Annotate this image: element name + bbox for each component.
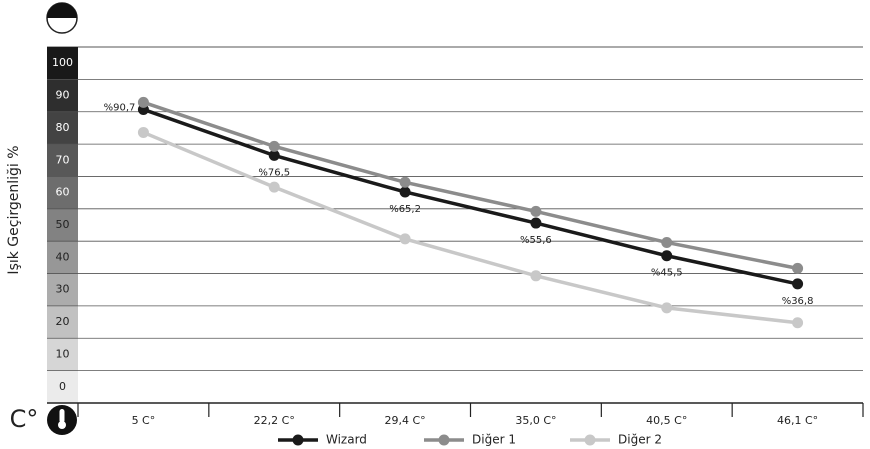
data-point	[268, 149, 280, 161]
y-tick-label: 80	[56, 121, 70, 134]
y-tick-label: 60	[56, 186, 70, 199]
band-cell	[47, 144, 78, 177]
band-cell	[47, 47, 78, 80]
data-label: %76,5	[258, 167, 290, 178]
legend-label: Diğer 2	[618, 433, 662, 447]
series-line	[142, 130, 798, 325]
x-tick-label: 5 C°	[132, 414, 156, 427]
y-tick-label: 0	[59, 380, 66, 393]
x-unit-label: C°	[10, 405, 39, 433]
band-cell	[47, 305, 78, 339]
x-tick-label: 35,0 C°	[515, 414, 556, 427]
y-tick-label: 70	[56, 153, 70, 166]
data-point	[530, 205, 542, 217]
data-point	[792, 262, 804, 274]
band-cell	[47, 273, 78, 306]
data-point	[661, 250, 673, 262]
data-point	[268, 181, 280, 193]
series-line	[142, 107, 798, 286]
data-point	[137, 126, 149, 138]
data-point	[399, 176, 411, 188]
y-tick-label: 30	[56, 283, 70, 296]
y-tick-label: 40	[56, 250, 70, 263]
x-tick-label: 40,5 C°	[646, 414, 687, 427]
y-tick-label: 50	[56, 218, 70, 231]
data-point	[661, 302, 673, 314]
x-tick-label: 29,4 C°	[384, 414, 425, 427]
top-icon	[46, 2, 78, 34]
data-point	[530, 217, 542, 229]
y-tick-label: 10	[56, 347, 70, 360]
data-point	[137, 96, 149, 108]
legend-label: Wizard	[326, 433, 367, 447]
data-label: %36,8	[782, 296, 814, 307]
legend-marker	[438, 434, 450, 446]
series-line	[142, 100, 798, 271]
y-tick-label: 90	[56, 89, 70, 102]
band-cell	[47, 338, 78, 371]
data-label: %45,5	[651, 268, 683, 279]
legend-marker	[292, 434, 304, 446]
y-tick-label: 100	[52, 56, 73, 69]
data-label: %65,2	[389, 204, 421, 215]
data-label: %90,7	[104, 102, 136, 113]
data-label: %55,6	[520, 235, 552, 246]
data-point	[792, 278, 804, 290]
band-cell	[47, 208, 78, 242]
band-cell	[47, 176, 78, 209]
data-point	[399, 233, 411, 245]
y-tick-label: 20	[56, 315, 70, 328]
data-point	[530, 270, 542, 282]
thermometer-icon	[47, 405, 77, 435]
band-cell	[47, 111, 78, 145]
band-cell	[47, 370, 78, 403]
data-point	[792, 317, 804, 329]
legend-marker	[584, 434, 596, 446]
data-point	[268, 140, 280, 152]
legend-label: Diğer 1	[472, 433, 516, 447]
data-point	[399, 186, 411, 198]
y-axis-title: Işık Geçirgenliği %	[6, 145, 22, 274]
data-point	[661, 236, 673, 248]
x-tick-label: 46,1 C°	[777, 414, 818, 427]
band-cell	[47, 241, 78, 274]
x-tick-label: 22,2 C°	[254, 414, 295, 427]
band-cell	[47, 79, 78, 112]
